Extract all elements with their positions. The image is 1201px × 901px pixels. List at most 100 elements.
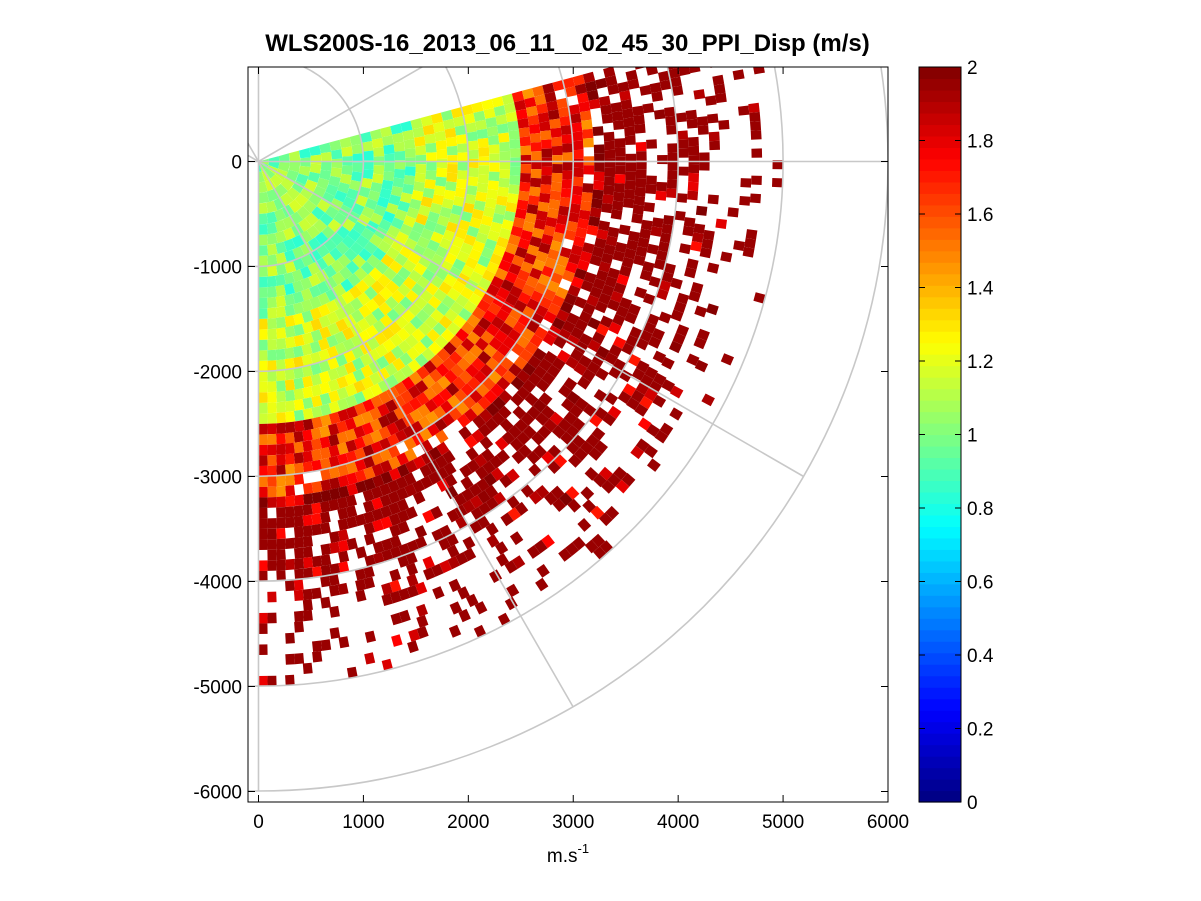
colorbar-swatch [919, 285, 961, 298]
heatmap-cell [678, 67, 691, 76]
heatmap-cell [579, 333, 593, 346]
heatmap-cell [417, 404, 431, 418]
colorbar-swatch [919, 744, 961, 757]
heatmap-cell [518, 444, 532, 458]
heatmap-cell [648, 336, 662, 349]
heatmap-cell [329, 487, 341, 501]
colorbar-swatch [919, 273, 961, 286]
heatmap-cell [646, 243, 659, 255]
heatmap-cell [677, 130, 689, 140]
heatmap-cell [426, 239, 441, 253]
heatmap-cell [556, 97, 569, 109]
heatmap-cell [407, 640, 419, 654]
heatmap-cell [434, 335, 449, 349]
heatmap-cell [328, 466, 341, 479]
heatmap-cell [267, 476, 277, 487]
heatmap-cell [504, 315, 518, 329]
heatmap-cell [320, 457, 332, 470]
heatmap-cell [300, 277, 313, 291]
heatmap-cell [647, 458, 661, 472]
heatmap-cell [337, 582, 349, 595]
heatmap-cell [439, 206, 452, 219]
heatmap-cell [437, 375, 451, 390]
heatmap-cell [288, 161, 301, 173]
heatmap-cell [267, 360, 277, 372]
heatmap-cell [308, 273, 321, 287]
heatmap-cell [320, 403, 332, 417]
heatmap-cell [358, 186, 371, 198]
heatmap-cell [319, 447, 331, 460]
heatmap-cell [415, 154, 427, 165]
heatmap-cell [650, 226, 663, 237]
heatmap-cell [371, 137, 384, 149]
heatmap-cell [639, 269, 653, 282]
heatmap-cell [670, 277, 683, 290]
heatmap-cell [267, 539, 277, 550]
heatmap-cell [658, 279, 672, 292]
heatmap-cell [258, 287, 268, 298]
heatmap-cell [664, 106, 676, 117]
heatmap-cell [465, 447, 479, 461]
heatmap-cell [412, 479, 425, 494]
heatmap-cell [527, 372, 542, 386]
heatmap-cell [442, 450, 456, 464]
heatmap-cell [551, 294, 565, 308]
heatmap-cell [406, 573, 419, 587]
heatmap-cell [494, 204, 507, 216]
colorbar-tick-label: 1.6 [967, 205, 993, 226]
colorbar: 00.20.40.60.811.21.41.61.82 [918, 58, 994, 814]
heatmap-cell [320, 554, 332, 566]
heatmap-cell [667, 170, 679, 180]
heatmap-cell [387, 479, 400, 493]
heatmap-cell [368, 267, 383, 282]
heatmap-cell [519, 181, 531, 192]
colorbar-swatch [919, 147, 961, 160]
heatmap-cell [498, 259, 512, 273]
heatmap-cell [309, 284, 322, 299]
heatmap-cell [395, 476, 409, 490]
heatmap-cell [520, 412, 535, 426]
heatmap-cell [512, 405, 527, 420]
heatmap-cell [310, 351, 322, 365]
colorbar-swatch [919, 411, 961, 424]
heatmap-cell [598, 292, 612, 305]
colorbar-swatch [919, 434, 961, 447]
heatmap-cell [352, 153, 364, 163]
heatmap-cell [471, 101, 484, 113]
heatmap-cell [591, 533, 606, 548]
heatmap-cell [267, 286, 277, 298]
heatmap-cell [567, 498, 582, 513]
heatmap-cell [690, 282, 704, 294]
heatmap-cell [430, 381, 444, 396]
colorbar-swatch [919, 537, 961, 550]
heatmap-cell [282, 216, 296, 230]
heatmap-cell [388, 467, 402, 481]
heatmap-cell [648, 276, 662, 288]
heatmap-cell [429, 202, 443, 215]
heatmap-cell [759, 43, 771, 54]
heatmap-cell [372, 541, 385, 554]
heatmap-cell [574, 268, 587, 280]
heatmap-cell [270, 174, 284, 188]
heatmap-cell [635, 438, 650, 452]
heatmap-cell [482, 309, 497, 323]
heatmap-cell [293, 323, 305, 337]
heatmap-cell [682, 225, 695, 237]
heatmap-cell [613, 183, 625, 193]
heatmap-cell [258, 360, 268, 372]
heatmap-cell [400, 390, 414, 404]
heatmap-cell [337, 496, 349, 510]
heatmap-cell [530, 177, 542, 188]
heatmap-cell [454, 125, 467, 136]
colorbar-swatch [919, 468, 961, 482]
heatmap-cell [644, 388, 658, 402]
heatmap-cell [563, 411, 578, 426]
heatmap-cell [594, 162, 605, 172]
heatmap-cell [364, 652, 376, 665]
heatmap-cell [498, 132, 510, 143]
heatmap-cell [397, 520, 410, 534]
heatmap-cell [579, 250, 593, 263]
heatmap-cell [276, 559, 286, 571]
heatmap-cell [267, 465, 277, 477]
heatmap-cell [483, 344, 498, 358]
